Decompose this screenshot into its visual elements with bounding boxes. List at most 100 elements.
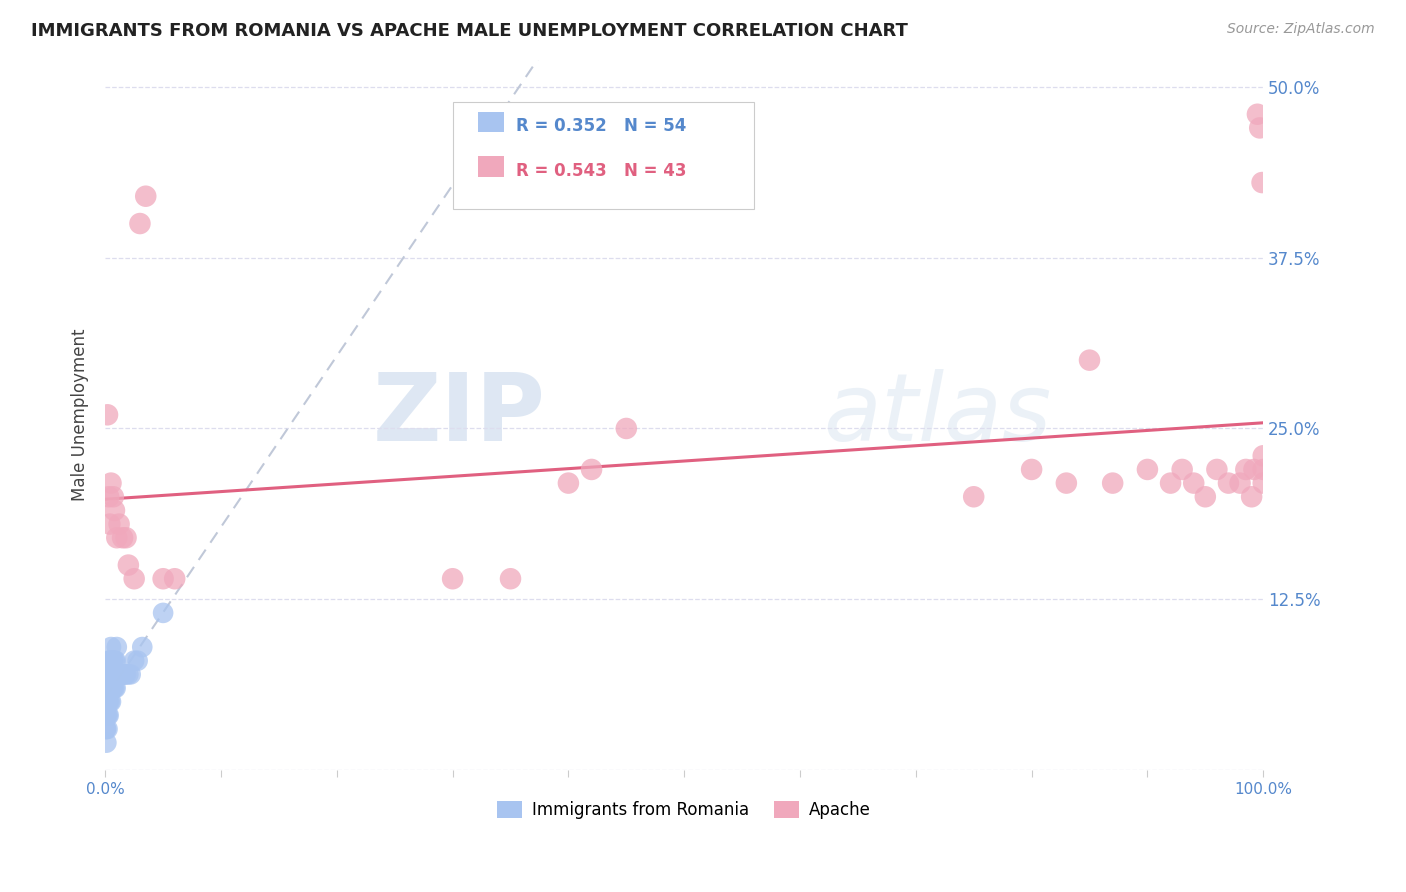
Point: [111, 667, 134, 681]
Point: [97, 695, 120, 709]
Point: [1218, 476, 1240, 491]
Point: [1194, 490, 1216, 504]
FancyBboxPatch shape: [453, 103, 754, 209]
Point: [122, 572, 145, 586]
Point: [105, 531, 128, 545]
Point: [104, 654, 127, 668]
Point: [1101, 476, 1123, 491]
Point: [96, 681, 118, 695]
Point: [1160, 476, 1182, 491]
Point: [103, 503, 125, 517]
Point: [104, 681, 127, 695]
Point: [115, 531, 138, 545]
Point: [1078, 353, 1101, 368]
Point: [97, 708, 120, 723]
Point: [1251, 176, 1274, 190]
Point: [112, 667, 135, 681]
Point: [1246, 107, 1268, 121]
Point: [96, 408, 118, 422]
Point: [97, 654, 120, 668]
Legend: Immigrants from Romania, Apache: Immigrants from Romania, Apache: [491, 794, 877, 826]
Point: [114, 667, 136, 681]
Point: [127, 654, 149, 668]
Point: [98, 695, 121, 709]
Point: [94, 722, 117, 736]
Point: [108, 517, 131, 532]
Point: [96, 695, 118, 709]
Point: [441, 572, 464, 586]
Point: [101, 654, 124, 668]
Point: [122, 654, 145, 668]
Point: [94, 695, 117, 709]
Point: [94, 681, 117, 695]
Point: [120, 667, 142, 681]
Point: [1251, 462, 1274, 476]
FancyBboxPatch shape: [478, 156, 503, 177]
Point: [100, 695, 122, 709]
Text: ZIP: ZIP: [373, 368, 546, 461]
Point: [129, 217, 152, 231]
Text: atlas: atlas: [823, 369, 1052, 460]
Text: R = 0.543   N = 43: R = 0.543 N = 43: [516, 162, 686, 180]
Point: [152, 606, 174, 620]
Point: [94, 722, 117, 736]
Point: [96, 667, 118, 681]
Text: IMMIGRANTS FROM ROMANIA VS APACHE MALE UNEMPLOYMENT CORRELATION CHART: IMMIGRANTS FROM ROMANIA VS APACHE MALE U…: [31, 22, 908, 40]
Point: [103, 654, 125, 668]
Point: [1171, 462, 1194, 476]
Point: [1234, 462, 1257, 476]
Point: [96, 695, 118, 709]
Point: [94, 708, 117, 723]
Point: [499, 572, 522, 586]
Point: [100, 667, 122, 681]
Point: [96, 722, 118, 736]
Point: [97, 708, 120, 723]
Point: [581, 462, 603, 476]
Point: [94, 708, 117, 723]
Point: [1243, 462, 1265, 476]
Point: [1251, 476, 1274, 491]
Point: [103, 654, 125, 668]
Point: [96, 708, 118, 723]
Point: [100, 640, 122, 654]
Point: [1240, 490, 1263, 504]
Point: [1182, 476, 1205, 491]
Point: [96, 736, 118, 750]
Point: [1136, 462, 1159, 476]
Point: [110, 667, 132, 681]
Point: [96, 681, 118, 695]
Point: [103, 681, 125, 695]
Point: [96, 667, 118, 681]
Point: [152, 572, 174, 586]
Point: [111, 531, 134, 545]
Point: [96, 667, 118, 681]
Point: [163, 572, 186, 586]
Point: [97, 681, 120, 695]
Point: [1249, 120, 1271, 135]
Point: [1021, 462, 1043, 476]
Point: [101, 681, 124, 695]
Point: [97, 667, 120, 681]
Point: [1251, 449, 1274, 463]
Point: [557, 476, 579, 491]
Point: [1229, 476, 1251, 491]
Point: [105, 667, 128, 681]
Point: [98, 667, 121, 681]
FancyBboxPatch shape: [478, 112, 503, 132]
Point: [98, 517, 121, 532]
Point: [103, 490, 125, 504]
Point: [110, 667, 132, 681]
Point: [963, 490, 986, 504]
Point: [96, 708, 118, 723]
Point: [135, 189, 157, 203]
Text: R = 0.352   N = 54: R = 0.352 N = 54: [516, 118, 686, 136]
Y-axis label: Male Unemployment: Male Unemployment: [72, 328, 89, 501]
Point: [614, 421, 637, 435]
Point: [117, 667, 139, 681]
Point: [98, 654, 121, 668]
Point: [97, 490, 120, 504]
Point: [96, 695, 118, 709]
Point: [115, 667, 138, 681]
Point: [107, 667, 129, 681]
Text: Source: ZipAtlas.com: Source: ZipAtlas.com: [1227, 22, 1375, 37]
